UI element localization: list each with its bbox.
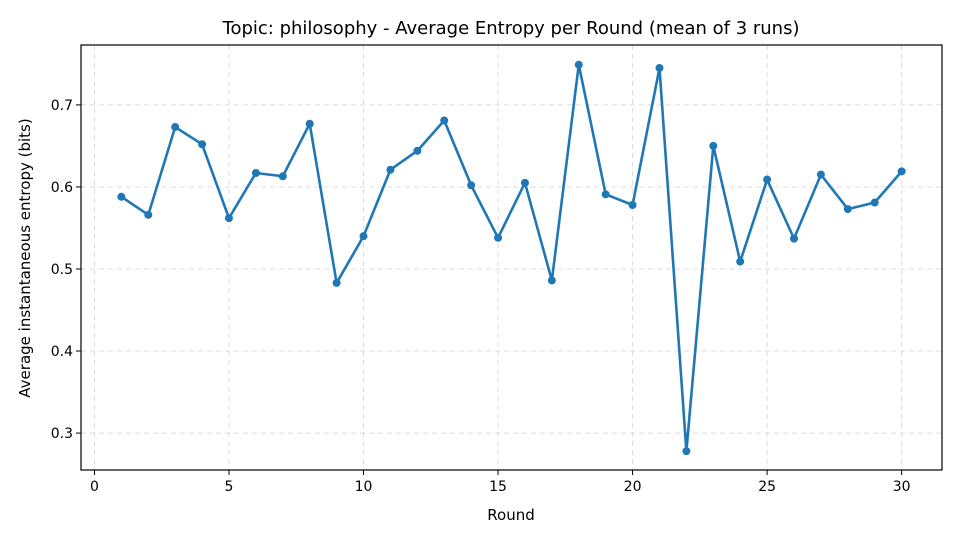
- x-axis-ticks: 0 5 10 15 20 25 30: [90, 470, 911, 495]
- x-tick-label: 0: [90, 479, 99, 495]
- data-point: [278, 172, 287, 181]
- data-point: [144, 210, 153, 219]
- data-point: [386, 165, 395, 174]
- chart-title: Topic: philosophy - Average Entropy per …: [222, 18, 800, 39]
- data-point: [171, 123, 180, 132]
- data-point: [440, 116, 449, 125]
- data-point: [547, 276, 556, 285]
- x-axis-label: Round: [487, 506, 534, 524]
- y-tick-label: 0.6: [51, 180, 73, 196]
- y-axis-label: Average instantaneous entropy (bits): [16, 118, 34, 397]
- x-tick-label: 5: [225, 479, 234, 495]
- x-tick-label: 15: [489, 479, 507, 495]
- data-point: [251, 168, 260, 177]
- x-tick-label: 30: [893, 479, 911, 495]
- data-point: [198, 140, 207, 149]
- data-point: [332, 278, 341, 287]
- series-layer: [117, 60, 906, 456]
- data-point: [790, 234, 799, 243]
- x-tick-label: 20: [624, 479, 642, 495]
- data-point: [305, 119, 314, 128]
- data-point: [655, 63, 664, 72]
- y-tick-label: 0.3: [51, 426, 73, 442]
- data-point: [520, 178, 529, 187]
- data-point: [843, 205, 852, 214]
- data-point: [628, 200, 637, 209]
- data-point: [816, 170, 825, 179]
- data-point: [494, 233, 503, 242]
- series-line: [120, 63, 903, 453]
- data-point: [467, 181, 476, 190]
- grid-lines: [81, 45, 942, 470]
- y-tick-label: 0.4: [51, 344, 73, 360]
- y-axis-ticks: 0.3 0.4 0.5 0.6 0.7: [51, 98, 81, 442]
- data-point: [601, 190, 610, 199]
- data-point: [870, 198, 879, 207]
- data-point: [682, 447, 691, 456]
- data-point: [763, 175, 772, 184]
- data-point: [117, 192, 126, 201]
- y-tick-label: 0.5: [51, 262, 73, 278]
- data-point: [359, 232, 368, 241]
- data-point: [413, 146, 422, 155]
- data-point: [224, 214, 233, 223]
- data-point: [736, 257, 745, 266]
- x-tick-label: 25: [758, 479, 776, 495]
- plot-frame: [80, 44, 943, 471]
- data-point: [709, 141, 718, 150]
- x-tick-label: 10: [355, 479, 373, 495]
- data-point: [574, 60, 583, 69]
- data-point: [897, 167, 906, 176]
- y-tick-label: 0.7: [51, 98, 73, 114]
